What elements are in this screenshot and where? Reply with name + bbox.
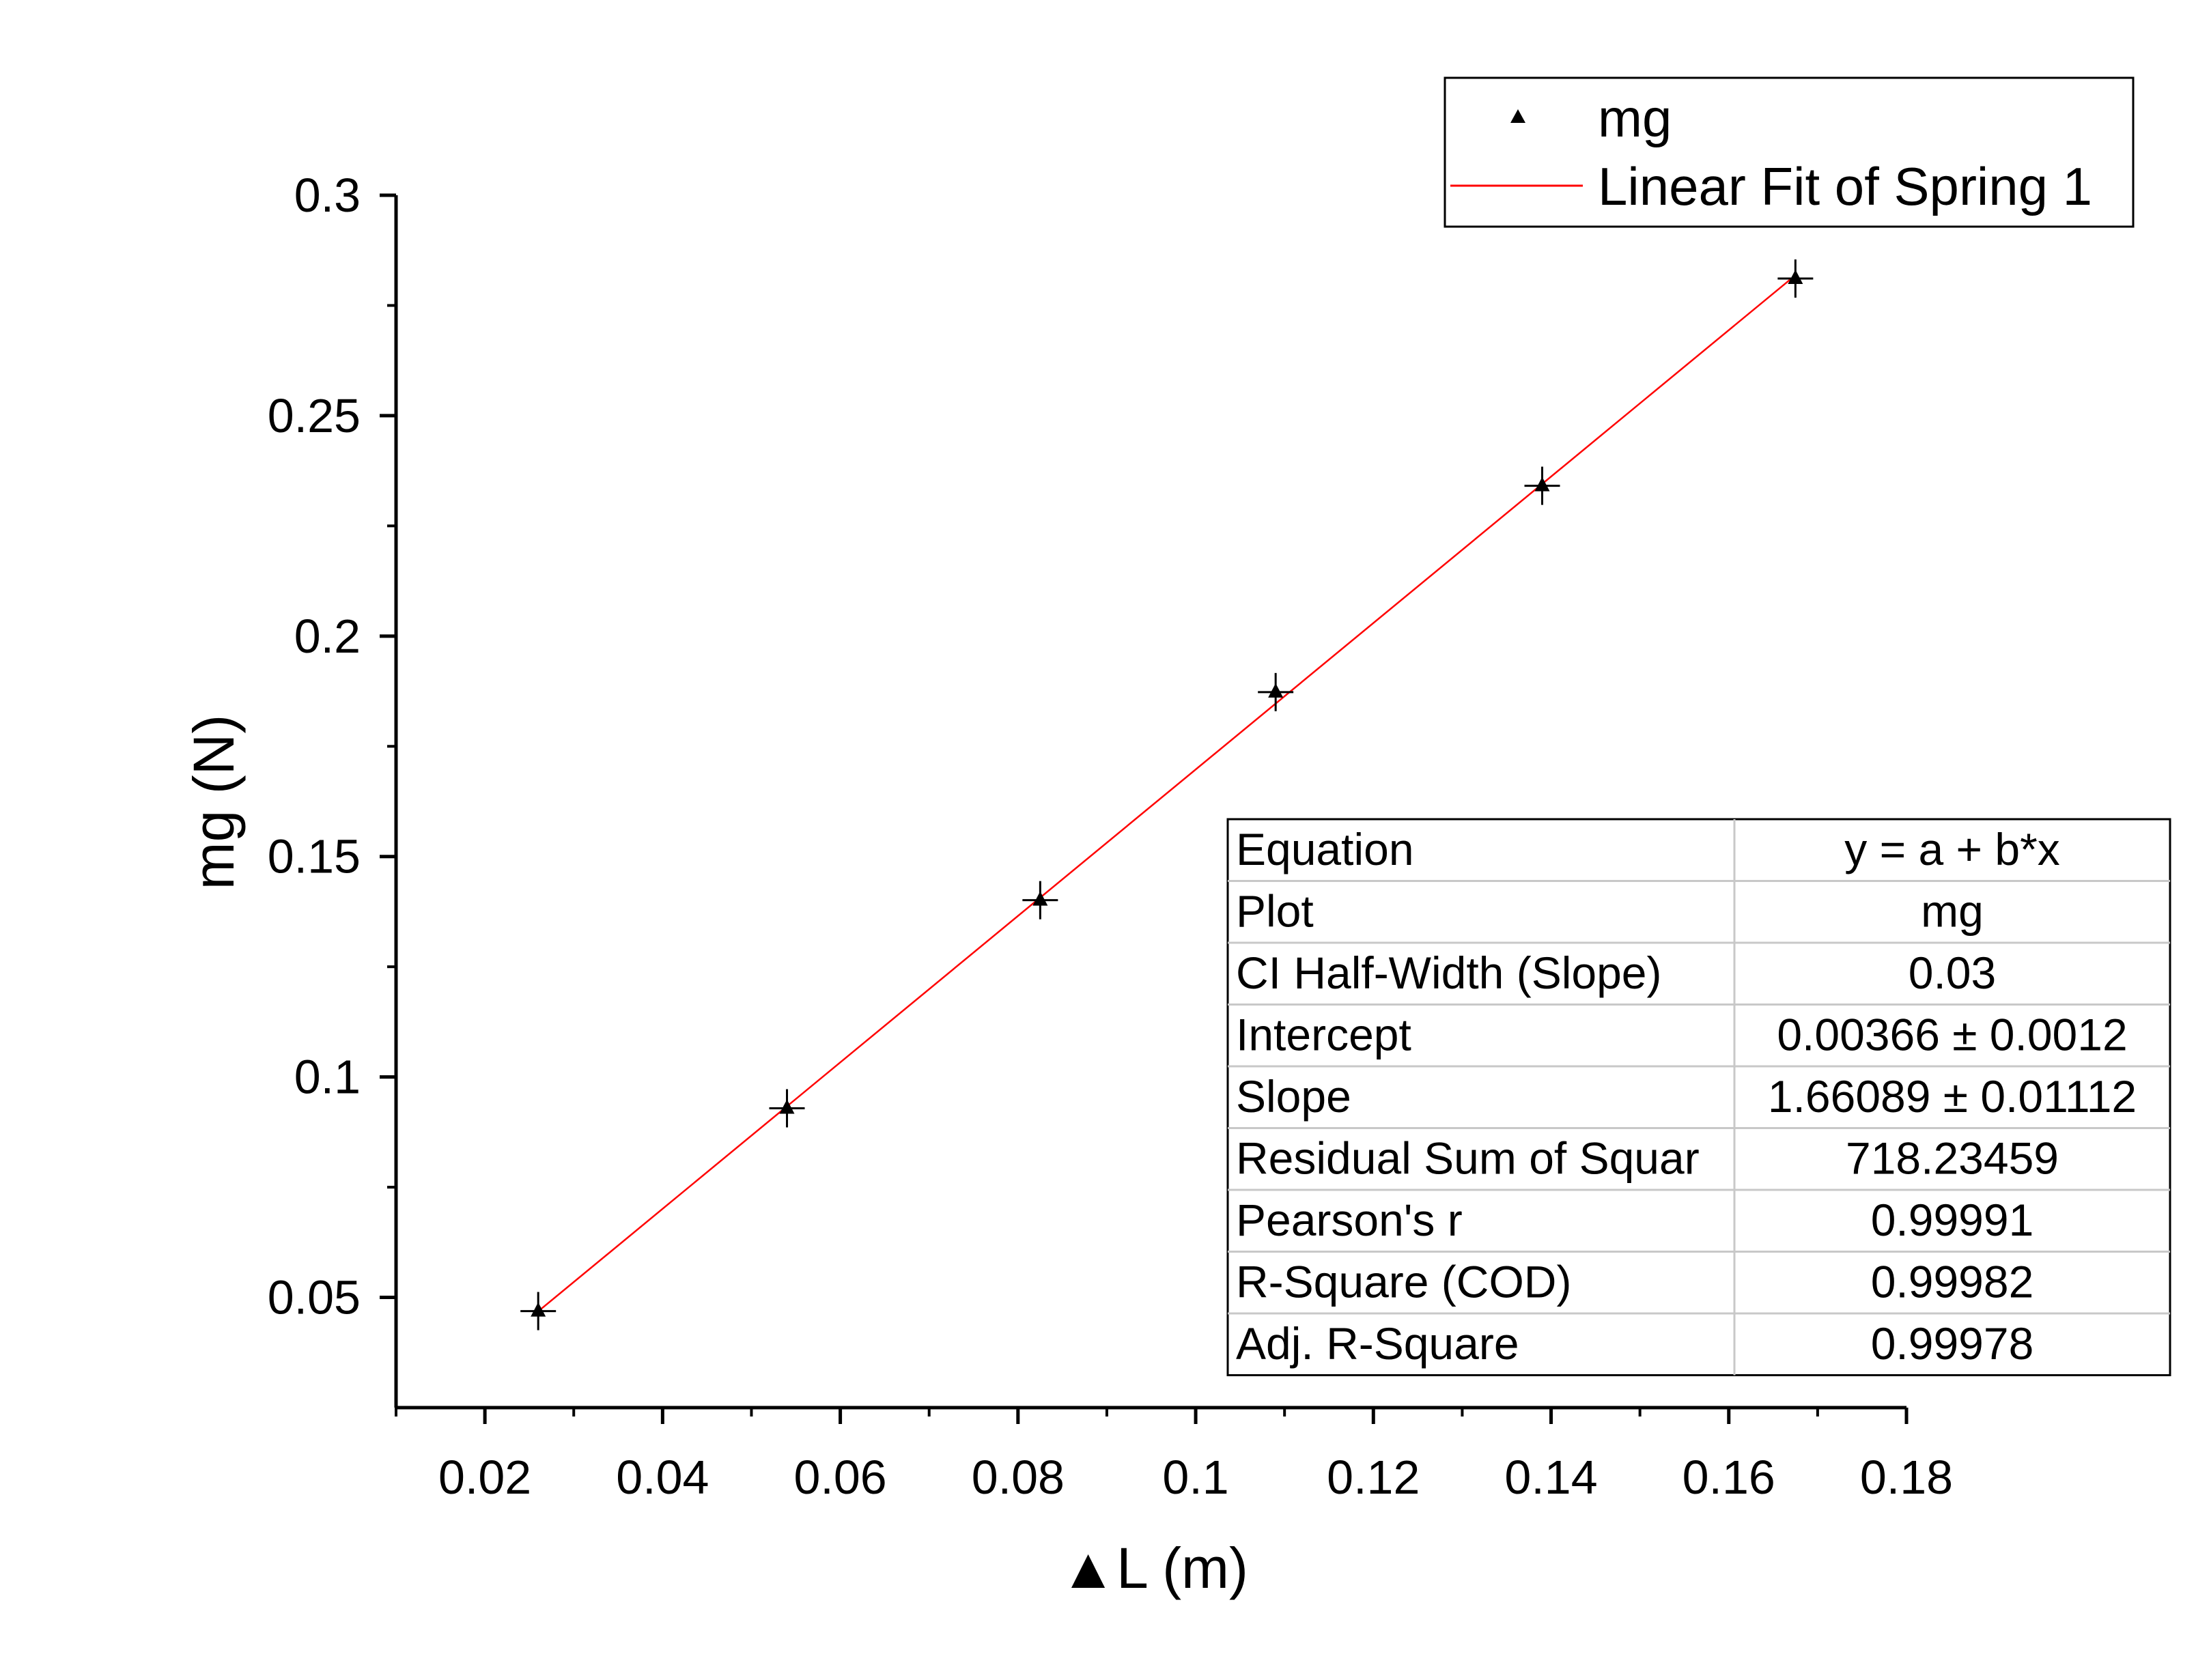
table-row-value: 1.66089 ± 0.01112 (1768, 1071, 2137, 1122)
y-tick-label: 0.25 (268, 389, 361, 442)
legend: mg Linear Fit of Spring 1 (1444, 76, 2135, 228)
y-tick-label: 0.2 (294, 610, 361, 663)
table-row-value: y = a + b*x (1844, 824, 2060, 874)
x-tick-label: 0.18 (1860, 1451, 1953, 1504)
table-row-label: Pearson's r (1236, 1195, 1463, 1245)
triangle-marker (1788, 270, 1803, 285)
legend-label-fit: Linear Fit of Spring 1 (1598, 156, 2092, 216)
data-point (1524, 466, 1560, 505)
table-row-label: Slope (1236, 1071, 1351, 1122)
fit-line-layer (537, 274, 1797, 1312)
data-point (1258, 672, 1294, 711)
legend-box (1444, 76, 2135, 228)
x-tick-label: 0.1 (1162, 1451, 1228, 1504)
fit-line (537, 274, 1797, 1312)
triangle-marker (1534, 476, 1550, 492)
table-row-value: 718.23459 (1846, 1133, 2059, 1184)
table-row-value: 0.99991 (1871, 1195, 2034, 1245)
axes: 0.02 0.04 0.06 0.08 0.1 0.12 0.14 0.16 0.18 0.05 0… (268, 169, 1953, 1504)
triangle-marker (1032, 891, 1048, 906)
triangle-marker (1268, 683, 1284, 698)
fit-stats-table: Equation y = a + b*x Plot mg CI Half-Width (… (1226, 818, 2171, 1376)
table-row-value: 0.00366 ± 0.0012 (1777, 1010, 2127, 1060)
x-axis-label: ▲L (m) (1060, 1536, 1248, 1600)
y-tick-label: 0.1 (294, 1051, 361, 1104)
x-tick-label: 0.16 (1683, 1451, 1775, 1504)
y-tick-label: 0.15 (268, 830, 361, 883)
table-row-label: CI Half-Width (Slope) (1236, 948, 1662, 998)
y-axis-label: mg (N) (182, 715, 246, 890)
table-row-label: R-Square (COD) (1236, 1257, 1571, 1307)
table-row-label: Intercept (1236, 1010, 1411, 1060)
x-tick-label: 0.02 (438, 1451, 531, 1504)
table-row-value: 0.99982 (1871, 1257, 2034, 1307)
y-tick-label: 0.05 (268, 1271, 361, 1324)
triangle-marker (531, 1302, 546, 1317)
data-point (520, 1292, 557, 1330)
y-tick-label: 0.3 (294, 169, 361, 222)
x-tick-label: 0.06 (793, 1451, 886, 1504)
table-row-label: Equation (1236, 824, 1414, 874)
data-point (1777, 259, 1814, 298)
data-point (769, 1089, 805, 1128)
table-row-value: 0.99978 (1871, 1318, 2034, 1369)
legend-triangle-marker (1510, 109, 1525, 123)
data-points (520, 259, 1814, 1330)
table-row-label: Adj. R-Square (1236, 1318, 1519, 1369)
legend-label-mg: mg (1598, 88, 1672, 148)
table-row-label: Residual Sum of Squar (1236, 1133, 1700, 1184)
triangle-marker (779, 1099, 795, 1114)
table-row-value: mg (1921, 886, 1984, 937)
data-point (1022, 881, 1058, 920)
x-tick-label: 0.14 (1504, 1451, 1597, 1504)
x-tick-label: 0.04 (616, 1451, 709, 1504)
table-row-label: Plot (1236, 886, 1314, 937)
x-tick-label: 0.12 (1327, 1451, 1420, 1504)
table-row-value: 0.03 (1909, 948, 1996, 998)
table-border (1226, 818, 2171, 1376)
x-tick-label: 0.08 (972, 1451, 1065, 1504)
